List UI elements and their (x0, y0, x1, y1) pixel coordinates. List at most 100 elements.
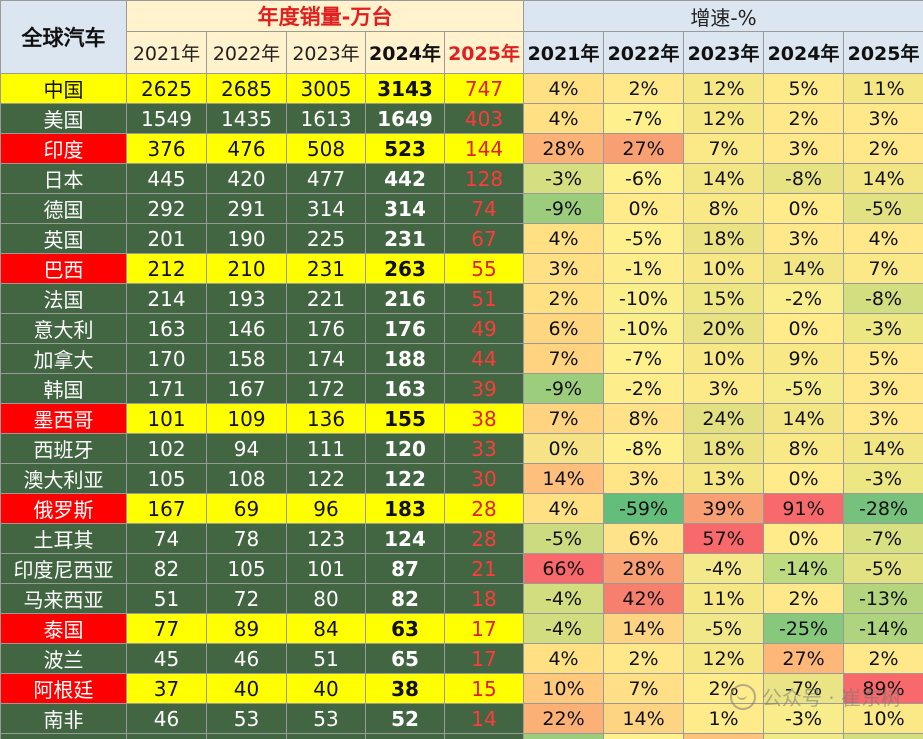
growth-value: 12% (683, 643, 765, 674)
table-row: 中国 2625 2685 3005 3143 747 4% 2% 12% 5% 11% (0, 73, 923, 104)
sales-value: 221 (286, 283, 366, 314)
growth-value: 0% (763, 523, 845, 554)
country-name: 韩国 (0, 373, 127, 404)
growth-value: 2% (843, 133, 923, 164)
sales-value: 84 (286, 613, 366, 644)
table-row: 西班牙 102 94 111 120 33 0% -8% 18% 8% 14% (0, 433, 923, 464)
sales-value: 74 (126, 523, 207, 554)
sales-value: 170 (126, 343, 207, 374)
sales-value: 476 (206, 133, 287, 164)
table-row: 泰国 77 89 84 63 17 -4% 14% -5% -25% -14% (0, 613, 923, 644)
sales-value: 212 (126, 253, 207, 284)
watermark: 公众号 · 崔东树 (729, 682, 901, 711)
growth-value: -7% (603, 733, 685, 739)
sales-year-header: 2025年 (443, 31, 525, 74)
table-row: 德国 292 291 314 314 74 -9% 0% 8% 0% -5% (0, 193, 923, 224)
growth-value: 10% (683, 343, 765, 374)
sales-value: 51 (443, 283, 525, 314)
sales-value: 163 (126, 313, 207, 344)
growth-value: -5% (603, 223, 685, 254)
growth-value: 11% (843, 73, 923, 104)
sales-value: 174 (286, 343, 366, 374)
growth-value: 2% (763, 583, 845, 614)
table-row: 英国 201 190 225 231 67 4% -5% 18% 3% 4% (0, 223, 923, 254)
growth-value: 15% (683, 283, 765, 314)
sales-value: 80 (286, 583, 366, 614)
growth-value: -25% (763, 613, 845, 644)
sales-value: 14 (443, 703, 525, 734)
growth-value: 0% (763, 313, 845, 344)
growth-value: 4% (523, 103, 605, 134)
sales-value: 45 (126, 733, 207, 739)
sales-value: 214 (126, 283, 207, 314)
sales-value: 176 (365, 313, 445, 344)
table-row: 印度尼西亚 82 105 101 87 21 66% 28% -4% -14% -5% (0, 553, 923, 584)
table-row: 俄罗斯 167 69 96 183 28 4% -59% 39% 91% -28% (0, 493, 923, 524)
sales-value: 201 (126, 223, 207, 254)
sales-value: 51 (126, 583, 207, 614)
growth-value: 8% (683, 193, 765, 224)
sales-value: 477 (286, 163, 366, 194)
sales-value: 65 (365, 643, 445, 674)
sales-value: 21 (443, 553, 525, 584)
growth-value: -14% (763, 553, 845, 584)
growth-value: 4% (523, 643, 605, 674)
growth-value: 10% (843, 703, 923, 734)
sales-value: 69 (206, 493, 287, 524)
growth-value: -9% (523, 733, 605, 739)
growth-value: 29% (683, 733, 765, 739)
sales-value: 51 (286, 643, 366, 674)
table-row: 土耳其 74 78 123 124 28 -5% 6% 57% 0% -7% (0, 523, 923, 554)
growth-value: 12% (683, 73, 765, 104)
sales-year-header: 2024年 (365, 31, 445, 74)
growth-value: 42% (603, 583, 685, 614)
sales-value: 33 (443, 433, 525, 464)
growth-value: 14% (603, 613, 685, 644)
sales-value: 122 (286, 463, 366, 494)
sales-value: 292 (126, 193, 207, 224)
sales-value: 747 (443, 73, 525, 104)
sales-value: 314 (365, 193, 445, 224)
growth-value: 6% (523, 313, 605, 344)
table-row: 法国 214 193 221 216 51 2% -10% 15% -2% -8% (0, 283, 923, 314)
growth-value: 18% (683, 433, 765, 464)
sales-value: 77 (126, 613, 207, 644)
sales-value: 45 (126, 643, 207, 674)
country-name: 印度尼西亚 (0, 553, 127, 584)
table-row: 韩国 171 167 172 163 39 -9% -2% 3% -5% 3% (0, 373, 923, 404)
sales-value: 108 (206, 463, 287, 494)
sales-value: 46 (126, 703, 207, 734)
growth-value: 4% (523, 493, 605, 524)
growth-value: -3% (763, 703, 845, 734)
table-row: 加拿大 170 158 174 188 44 7% -7% 10% 9% 5% (0, 343, 923, 374)
sales-value: 122 (365, 463, 445, 494)
country-name: 日本 (0, 163, 127, 194)
growth-value: -5% (683, 613, 765, 644)
growth-value: -8% (603, 433, 685, 464)
sales-value: 101 (126, 403, 207, 434)
growth-value: 89% (843, 673, 923, 704)
growth-value: 7% (523, 403, 605, 434)
growth-value: -10% (603, 283, 685, 314)
growth-value: 0% (603, 193, 685, 224)
growth-value: -6% (763, 733, 845, 739)
table-row: 墨西哥 101 109 136 155 38 7% 8% 24% 14% 3% (0, 403, 923, 434)
table-row: 巴西 212 210 231 263 55 3% -1% 10% 14% 7% (0, 253, 923, 284)
sales-value: 225 (286, 223, 366, 254)
growth-value: 57% (683, 523, 765, 554)
sales-year-header: 2021年 (126, 31, 207, 74)
sales-value: 123 (286, 523, 366, 554)
country-name: 德国 (0, 193, 127, 224)
growth-value: -4% (523, 613, 605, 644)
country-name: 巴西 (0, 253, 127, 284)
growth-section-title: 增速-% (523, 0, 923, 32)
growth-value: 28% (603, 553, 685, 584)
sales-value: 291 (206, 193, 287, 224)
growth-value: 27% (763, 643, 845, 674)
growth-value: 12% (683, 103, 765, 134)
growth-value: -28% (843, 493, 923, 524)
sales-value: 216 (365, 283, 445, 314)
sales-value: 101 (286, 553, 366, 584)
country-name: 土耳其 (0, 523, 127, 554)
sales-value: 231 (286, 253, 366, 284)
